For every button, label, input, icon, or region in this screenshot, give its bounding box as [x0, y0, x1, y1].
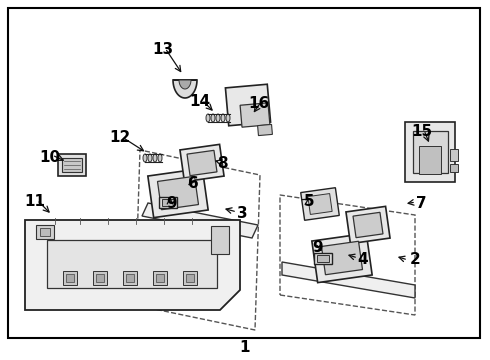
- Bar: [405, 122, 455, 182]
- Bar: [156, 274, 164, 282]
- Text: 12: 12: [109, 130, 131, 145]
- Bar: [157, 176, 198, 210]
- Text: 16: 16: [248, 95, 270, 111]
- Bar: [187, 150, 217, 176]
- Polygon shape: [25, 220, 240, 310]
- Bar: [123, 271, 137, 285]
- Bar: [346, 206, 390, 244]
- Bar: [225, 84, 270, 126]
- Bar: [211, 226, 229, 254]
- Bar: [240, 103, 270, 127]
- Bar: [450, 164, 458, 172]
- Ellipse shape: [148, 154, 152, 162]
- Ellipse shape: [153, 154, 157, 162]
- Text: 3: 3: [237, 206, 247, 220]
- Bar: [317, 255, 329, 261]
- Bar: [93, 271, 107, 285]
- Text: 7: 7: [416, 195, 426, 211]
- Bar: [153, 271, 167, 285]
- Ellipse shape: [211, 114, 215, 122]
- Bar: [314, 252, 332, 264]
- Polygon shape: [179, 80, 191, 89]
- Bar: [321, 241, 363, 275]
- Bar: [413, 131, 447, 173]
- Text: 14: 14: [190, 94, 211, 109]
- Bar: [353, 212, 383, 238]
- Bar: [47, 240, 217, 288]
- Text: 1: 1: [240, 341, 250, 356]
- Text: 2: 2: [410, 252, 420, 267]
- Bar: [36, 225, 54, 239]
- Text: 5: 5: [304, 194, 314, 210]
- Bar: [301, 188, 339, 220]
- Bar: [308, 194, 332, 215]
- Ellipse shape: [158, 154, 162, 162]
- Bar: [180, 144, 224, 182]
- Text: 4: 4: [358, 252, 368, 267]
- Bar: [96, 274, 104, 282]
- Bar: [450, 149, 458, 161]
- Polygon shape: [173, 80, 197, 98]
- Text: 9: 9: [167, 195, 177, 211]
- Bar: [258, 125, 272, 136]
- Bar: [58, 154, 86, 176]
- Text: 6: 6: [188, 175, 198, 190]
- Text: 11: 11: [24, 194, 46, 210]
- Bar: [186, 274, 194, 282]
- Bar: [162, 198, 174, 206]
- Bar: [40, 228, 50, 236]
- Ellipse shape: [143, 154, 147, 162]
- Bar: [66, 274, 74, 282]
- Polygon shape: [282, 262, 415, 298]
- Text: 13: 13: [152, 42, 173, 58]
- Bar: [62, 158, 82, 172]
- Bar: [159, 197, 177, 207]
- Bar: [63, 271, 77, 285]
- Bar: [183, 271, 197, 285]
- Bar: [419, 146, 441, 174]
- Text: 8: 8: [217, 156, 227, 171]
- Ellipse shape: [206, 114, 210, 122]
- Bar: [148, 168, 208, 218]
- Text: 15: 15: [412, 125, 433, 139]
- Ellipse shape: [216, 114, 220, 122]
- Polygon shape: [142, 203, 258, 238]
- Bar: [312, 233, 372, 283]
- Ellipse shape: [221, 114, 225, 122]
- Bar: [126, 274, 134, 282]
- Text: 10: 10: [39, 149, 61, 165]
- Text: 9: 9: [313, 240, 323, 256]
- Ellipse shape: [226, 114, 230, 122]
